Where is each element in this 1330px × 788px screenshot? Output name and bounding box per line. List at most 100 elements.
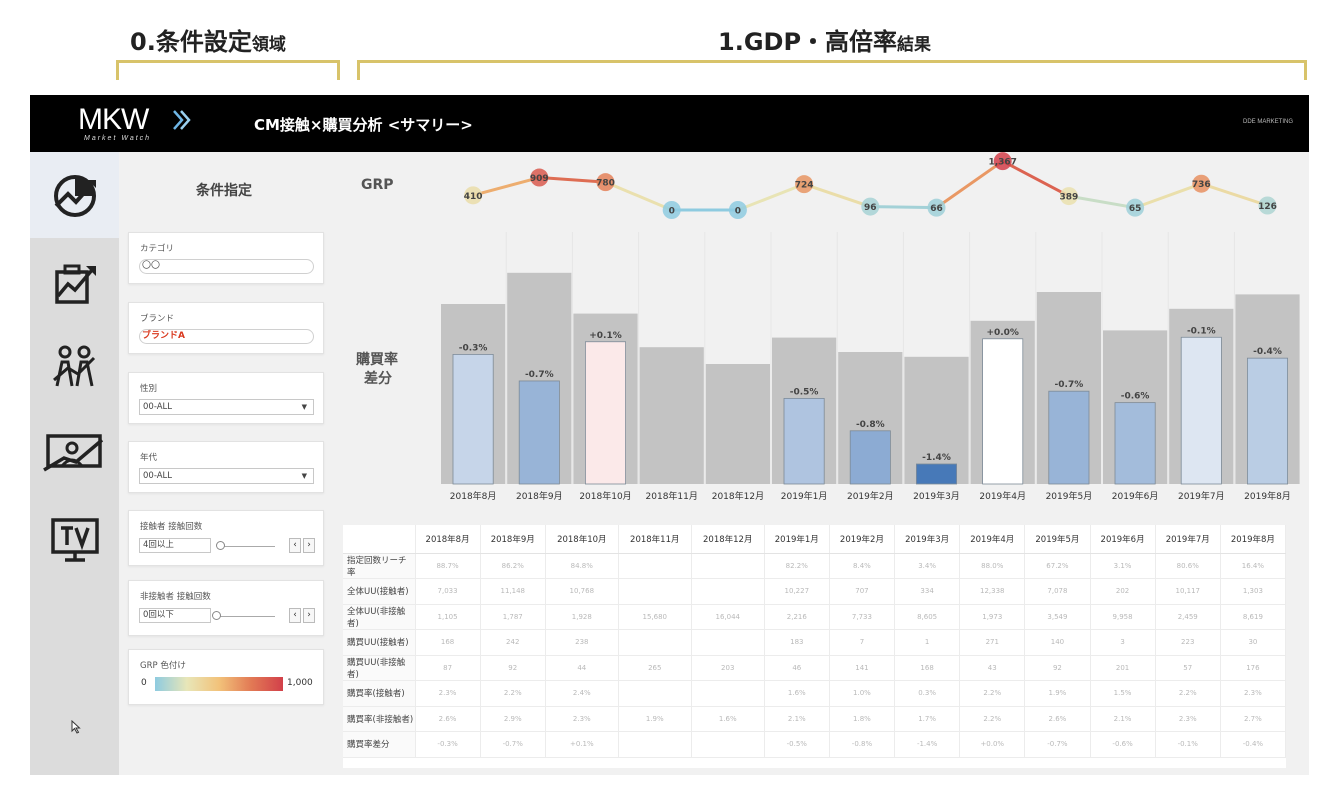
grp-point[interactable]	[1258, 196, 1277, 215]
logo-text: MKW	[78, 103, 149, 136]
grp-label: GRP	[361, 177, 394, 193]
grp-point[interactable]	[927, 198, 946, 217]
table-row: 全体UU(接触者) 7,033 11,148 10,768 10,227 707 334 12…	[343, 578, 1287, 605]
bar-background	[705, 364, 770, 484]
table-cell: 86.2%	[480, 553, 546, 579]
step-next-button[interactable]: ›	[303, 608, 315, 623]
diff-bar[interactable]	[783, 397, 825, 485]
table-cell: 88.0%	[959, 553, 1026, 579]
annotation-results-suffix: 結果	[897, 35, 932, 55]
table-column-header: 2019年6月	[1090, 525, 1156, 554]
diff-bar-label: -0.7%	[525, 370, 554, 380]
noncontact-count-slider-handle[interactable]	[212, 611, 221, 620]
contact-count-slider[interactable]	[219, 546, 275, 547]
table-cell: -0.7%	[1024, 731, 1091, 758]
bar-category-label: 2019年8月	[1244, 490, 1291, 502]
bar-background	[904, 356, 969, 484]
bar-category-label: 2018年9月	[516, 490, 563, 502]
table-cell: 1,303	[1220, 578, 1287, 605]
table-cell: -1.4%	[894, 731, 961, 758]
grp-line-chart: 410 909 780 0 0 724 96 66 1,367 389 65 736 126	[464, 152, 1277, 219]
grp-point[interactable]	[596, 173, 615, 192]
table-cell: 7,033	[415, 578, 481, 605]
grp-point[interactable]	[795, 175, 814, 194]
step-prev-button[interactable]: ‹	[289, 608, 301, 623]
bar-category-label: 2018年11月	[646, 490, 698, 502]
nav-item-growth[interactable]	[30, 238, 119, 324]
grp-line-segment	[1199, 182, 1269, 207]
grp-point[interactable]	[464, 186, 483, 205]
nav-item-tv[interactable]	[30, 496, 119, 582]
table-cell: 141	[829, 655, 896, 681]
grp-line-segment	[1001, 159, 1071, 198]
table-row-label: 購買UU(非接触者)	[343, 655, 416, 681]
table-cell: 1,787	[480, 604, 546, 630]
diff-bar[interactable]	[1180, 336, 1222, 485]
diff-bar[interactable]	[452, 354, 494, 485]
app-title: CM接触×購買分析 <サマリー>	[254, 116, 473, 134]
table-row-label: 購買UU(接触者)	[343, 629, 416, 656]
diff-bar[interactable]	[915, 463, 957, 485]
diff-bar[interactable]	[982, 338, 1024, 485]
table-cell: 12,338	[959, 578, 1026, 605]
brand-input[interactable]: ブランドA	[139, 329, 314, 344]
table-column-header: 2019年2月	[829, 525, 896, 554]
diff-bar[interactable]	[1048, 390, 1090, 485]
contact-count-label: 接触者 接触回数	[140, 522, 203, 532]
table-cell: 10,227	[764, 578, 830, 605]
table-row-label: 全体UU(非接触者)	[343, 604, 416, 630]
table-cell: 11,148	[480, 578, 546, 605]
table-cell: 1	[894, 629, 961, 656]
gender-select[interactable]: 00-ALL ▼	[139, 399, 314, 415]
table-cell: 1.5%	[1090, 680, 1156, 707]
table-cell: -0.5%	[764, 731, 830, 758]
grp-point[interactable]	[662, 201, 681, 219]
diff-bar[interactable]	[1114, 402, 1156, 485]
logo-subtitle: Market Watch	[84, 135, 152, 142]
grp-point[interactable]	[530, 168, 549, 187]
diff-bar[interactable]	[518, 380, 560, 485]
grp-point[interactable]	[1192, 174, 1211, 193]
logo-chevron-icon	[173, 110, 191, 130]
table-cell: 140	[1024, 629, 1091, 656]
grp-point[interactable]	[1059, 187, 1078, 206]
table-cell: -0.8%	[829, 731, 896, 758]
step-prev-button[interactable]: ‹	[289, 538, 301, 553]
grp-point[interactable]	[728, 201, 747, 219]
contact-count-slider-handle[interactable]	[216, 541, 225, 550]
age-select[interactable]: 00-ALL ▼	[139, 468, 314, 484]
nav-item-people[interactable]	[30, 324, 119, 410]
table-body: 指定回数リーチ率 88.7% 86.2% 84.8% 82.2% 8.4% 3.4% 88.0…	[343, 553, 1287, 758]
noncontact-count-slider[interactable]	[219, 616, 275, 617]
table-cell: 43	[959, 655, 1026, 681]
table-header-row: 2018年8月 2018年9月 2018年10月 2018年11月 2018年12月 20…	[343, 525, 1287, 554]
diff-bar-label: -1.4%	[922, 453, 951, 463]
table-row: 購買UU(非接触者) 87 92 44 265 203 46 141 168 43 92 201 57 1…	[343, 655, 1287, 681]
table-cell: 2.3%	[1220, 680, 1287, 707]
grp-line-segment	[537, 176, 607, 184]
nav-item-presentation[interactable]	[30, 410, 119, 496]
category-input[interactable]: 〇〇	[139, 259, 314, 274]
table-cell: 1.0%	[829, 680, 896, 707]
diff-bar-label: +0.1%	[589, 331, 622, 341]
table-cell: 1.9%	[618, 706, 692, 732]
grp-point[interactable]	[1126, 198, 1145, 217]
table-cell: 46	[764, 655, 830, 681]
noncontact-count-input[interactable]: 0回以下	[139, 608, 211, 623]
annotation-conditions-main: 0.条件設定	[130, 28, 252, 56]
contact-count-input[interactable]: 4回以上	[139, 538, 211, 553]
logo[interactable]: MKW Market Watch	[78, 103, 198, 145]
diff-bar[interactable]	[584, 341, 626, 485]
table-cell	[691, 629, 765, 656]
step-next-button[interactable]: ›	[303, 538, 315, 553]
grp-point[interactable]	[993, 152, 1012, 171]
table-cell: 1.6%	[691, 706, 765, 732]
nav-item-summary[interactable]	[30, 152, 119, 238]
diff-bar[interactable]	[1247, 357, 1289, 485]
table-cell: 334	[894, 578, 961, 605]
grp-point[interactable]	[861, 197, 880, 216]
diff-bar[interactable]	[849, 430, 891, 485]
grp-color-min: 0	[141, 678, 147, 688]
table-row-label: 購買率(非接触者)	[343, 706, 416, 732]
table-cell: 238	[545, 629, 619, 656]
